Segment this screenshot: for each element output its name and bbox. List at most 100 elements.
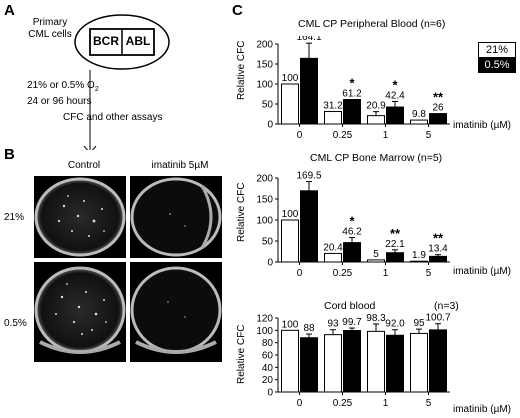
significance-marker: ** [433, 90, 444, 105]
dish-photo-21-imatinib [130, 176, 222, 258]
cells-line2: CML cells [28, 29, 72, 40]
x-tick-label: 0 [297, 268, 303, 279]
data-label: 1.9 [412, 250, 426, 261]
bar-05pct [386, 252, 404, 263]
data-label: 99.7 [342, 317, 362, 328]
panel-label-c: C [232, 2, 243, 19]
arrow-head [83, 145, 97, 150]
photo-col-header-imatinib: imatinib 5µM [151, 160, 209, 171]
significance-marker: ** [390, 226, 401, 241]
data-label: 100 [282, 73, 299, 84]
conditions-sub: 2 [94, 86, 99, 93]
bar-21pct [410, 260, 428, 263]
dish-photo-21-control [34, 176, 126, 258]
x-tick-label: 0.25 [333, 130, 353, 141]
data-label: 100 [282, 209, 299, 220]
bar-05pct [429, 255, 447, 263]
data-label: 92.0 [385, 319, 405, 330]
bar-21pct [367, 115, 385, 125]
y-tick-label: 150 [256, 195, 273, 206]
data-label: 98.3 [366, 313, 386, 324]
panel-label-b: B [4, 146, 15, 163]
significance-marker: ** [304, 170, 315, 173]
x-tick-label: 0.25 [333, 268, 353, 279]
conditions-line2: 24 or 96 hours [27, 96, 92, 107]
bar-05pct [300, 190, 318, 263]
significance-marker: * [349, 214, 355, 229]
x-tick-label: 0 [297, 398, 303, 409]
data-label: 20.4 [323, 242, 343, 253]
y-tick-label: 40 [262, 363, 274, 374]
x-tick-label: 0.25 [333, 398, 353, 409]
significance-marker: * [392, 77, 398, 92]
bar-05pct [300, 57, 318, 125]
data-label: 9.8 [412, 109, 426, 120]
x-tick-label: 1 [383, 398, 389, 409]
bcr-label: BCR [93, 34, 119, 48]
chart1-title: CML CP Peripheral Blood (n=6) [298, 18, 446, 30]
data-label: 5 [373, 249, 379, 260]
y-tick-label: 50 [262, 237, 274, 248]
bar-21pct [367, 259, 385, 263]
schematic-diagram [74, 14, 170, 150]
y-tick-label: 100 [256, 80, 273, 91]
data-label: 164.1 [296, 36, 321, 43]
x-tick-label: 5 [426, 268, 432, 279]
data-label: 46.2 [342, 227, 362, 238]
bar-21pct [410, 119, 428, 125]
panel-label-a: A [4, 2, 15, 19]
cells-line1: Primary [32, 17, 68, 28]
chart3-title: Cord blood [324, 300, 376, 312]
significance-marker: * [349, 76, 355, 91]
y-tick-label: 200 [256, 40, 273, 51]
bar-05pct [386, 106, 404, 125]
bar-21pct [281, 219, 299, 263]
y-tick-label: 20 [262, 375, 274, 386]
bar-05pct [343, 330, 361, 393]
y-tick-label: 150 [256, 60, 273, 71]
data-label: 100 [282, 319, 299, 330]
y-tick-label: 200 [256, 174, 273, 185]
bar-05pct [429, 113, 447, 125]
bar-21pct [324, 252, 342, 263]
chart3-title-n: (n=3) [434, 300, 459, 312]
bar-05pct [386, 334, 404, 393]
bar-05pct [429, 329, 447, 393]
dish-photo-05-imatinib [130, 262, 222, 362]
y-tick-label: 100 [256, 326, 273, 337]
y-tick-label: 100 [256, 216, 273, 227]
conditions-line1: 21% or 0.5% O [27, 80, 95, 91]
bar-21pct [410, 332, 428, 393]
schematic-conditions: 21% or 0.5% O2 24 or 96 hours [27, 80, 99, 108]
bar-21pct [324, 111, 342, 125]
bar-21pct [324, 334, 342, 393]
photo-row-header-21: 21% [4, 212, 25, 223]
y-tick-label: 0 [267, 388, 273, 399]
x-tick-label: 5 [426, 398, 432, 409]
photo-col-header-control: Control [67, 160, 101, 171]
x-tick-label: 5 [426, 130, 432, 141]
data-label: 13.4 [428, 244, 448, 255]
data-label: 100.7 [425, 313, 450, 324]
data-label: 31.2 [323, 101, 343, 112]
photo-row-header-05: 0.5% [4, 318, 27, 329]
data-label: 42.4 [385, 90, 405, 101]
schematic-cells-label: Primary CML cells [20, 17, 80, 41]
chart1-xlabel: imatinib (µM) [453, 120, 511, 131]
dish-photo-05-control [34, 262, 126, 362]
data-label: 61.2 [342, 89, 362, 100]
bar-05pct [300, 337, 318, 393]
bar-21pct [281, 83, 299, 125]
data-label: 88 [303, 323, 315, 334]
y-tick-label: 60 [262, 351, 274, 362]
bar-21pct [367, 330, 385, 393]
legend-entry-05: 0.5% [478, 57, 516, 73]
x-tick-label: 0 [297, 130, 303, 141]
data-label: 169.5 [296, 171, 321, 182]
chart2-plot: 0501001502000100169.5**0.2520.446.2*1522… [256, 170, 450, 279]
y-tick-label: 0 [267, 258, 273, 269]
significance-marker: ** [433, 231, 444, 246]
bar-05pct [343, 242, 361, 263]
data-label: 20.9 [366, 101, 386, 112]
bar-21pct [281, 329, 299, 393]
